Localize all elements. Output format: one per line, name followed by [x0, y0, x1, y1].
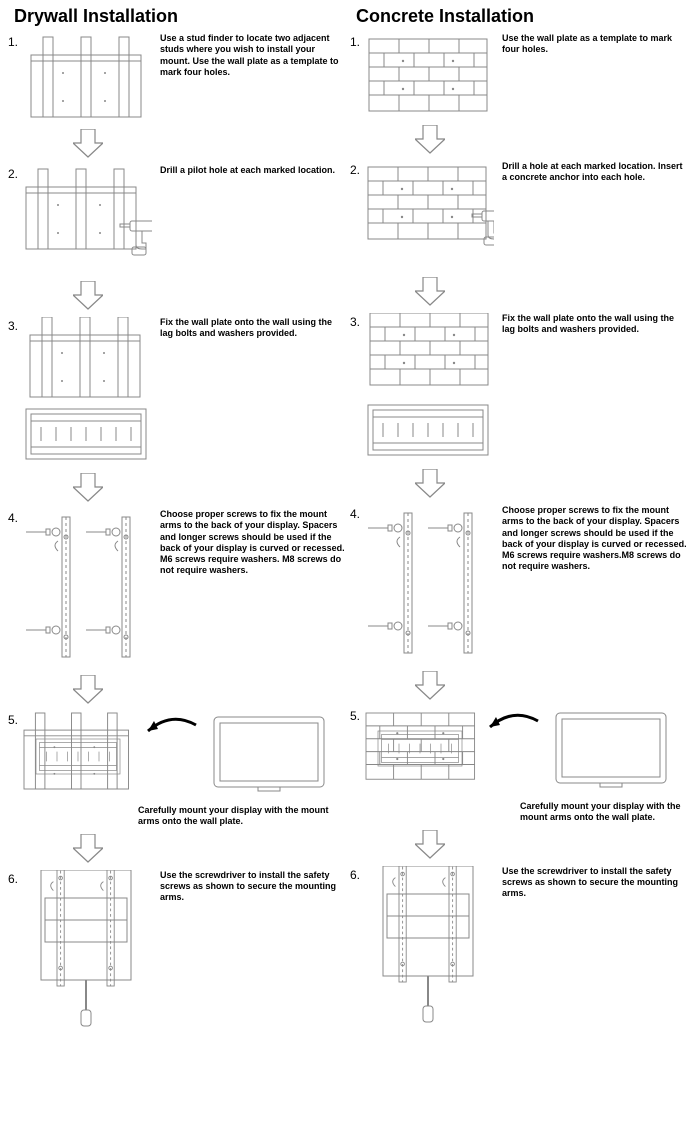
concrete-step-5: 5. Carefully mount your display with the… [350, 707, 692, 824]
arrow-down-icon [350, 828, 510, 866]
figure-studwall [22, 33, 152, 123]
figure-brickwall-plate [364, 313, 494, 463]
step-number: 3. [8, 317, 22, 333]
step-number: 2. [8, 165, 22, 181]
step-text: Use a stud finder to locate two adjacent… [152, 33, 350, 78]
step-text: Carefully mount your display with the mo… [8, 801, 350, 828]
drywall-step-4: 4. Choose proper screws to fix the mount… [8, 509, 350, 669]
step-text: Fix the wall plate onto the wall using t… [494, 313, 692, 336]
step-text: Carefully mount your display with the mo… [350, 797, 692, 824]
arrow-down-icon [350, 123, 510, 161]
concrete-step-2: 2. Drill a hole at each marked location.… [350, 161, 692, 271]
figure-studwall-plate [22, 317, 152, 467]
figure-studwall-drill [22, 165, 152, 275]
arrow-down-icon [8, 471, 168, 509]
step-number: 1. [350, 33, 364, 49]
drywall-step-3: 3. Fix the wall plate onto the wall usin… [8, 317, 350, 467]
concrete-title: Concrete Installation [350, 6, 692, 27]
drywall-step-1: 1. Use a stud finder to locate two adjac… [8, 33, 350, 123]
step-number: 6. [8, 870, 22, 886]
step-number: 5. [350, 707, 364, 797]
arrow-down-icon [8, 673, 168, 711]
arrow-down-icon [8, 127, 168, 165]
figure-mount-arms [364, 505, 494, 665]
step-number: 5. [8, 711, 22, 801]
step-number: 3. [350, 313, 364, 329]
drywall-step-2: 2. Drill a pilot hole at each marked loc… [8, 165, 350, 275]
arrow-down-icon [8, 832, 168, 870]
step-number: 2. [350, 161, 364, 177]
figure-brickwall-drill [364, 161, 494, 271]
concrete-step-4: 4. Choose proper screws to fix the mount… [350, 505, 692, 665]
drywall-step-5: 5. Carefully mount your display with the… [8, 711, 350, 828]
step-text: Choose proper screws to fix the mount ar… [494, 505, 692, 573]
step-text: Use the screwdriver to install the safet… [494, 866, 692, 900]
figure-mount-arms [22, 509, 152, 669]
step-text: Choose proper screws to fix the mount ar… [152, 509, 350, 577]
concrete-step-6: 6. Use the screwdriver to install the sa… [350, 866, 692, 1026]
figure-bracket-assembly [22, 870, 152, 1030]
concrete-column: Concrete Installation 1. Use the wall pl… [350, 6, 692, 1141]
figure-brickwall [364, 33, 494, 119]
drywall-title: Drywall Installation [8, 6, 350, 27]
step-number: 6. [350, 866, 364, 882]
arrow-down-icon [350, 467, 510, 505]
drywall-step-6: 6. Use the screwdriver to install the sa… [8, 870, 350, 1030]
step-text: Use the screwdriver to install the safet… [152, 870, 350, 904]
step-text: Use the wall plate as a template to mark… [494, 33, 692, 56]
figure-mount-tv [364, 707, 672, 797]
figure-mount-tv [22, 711, 330, 801]
arrow-down-icon [350, 275, 510, 313]
step-number: 4. [350, 505, 364, 521]
concrete-step-3: 3. Fix the wall plate onto the wall usin… [350, 313, 692, 463]
step-text: Drill a hole at each marked location. In… [494, 161, 692, 184]
step-number: 1. [8, 33, 22, 49]
figure-bracket-assembly [364, 866, 494, 1026]
step-text: Drill a pilot hole at each marked locati… [152, 165, 350, 176]
step-text: Fix the wall plate onto the wall using t… [152, 317, 350, 340]
step-number: 4. [8, 509, 22, 525]
arrow-down-icon [8, 279, 168, 317]
concrete-step-1: 1. Use the wall plate as a template to m… [350, 33, 692, 119]
drywall-column: Drywall Installation 1. Use a stud finde… [8, 6, 350, 1141]
arrow-down-icon [350, 669, 510, 707]
